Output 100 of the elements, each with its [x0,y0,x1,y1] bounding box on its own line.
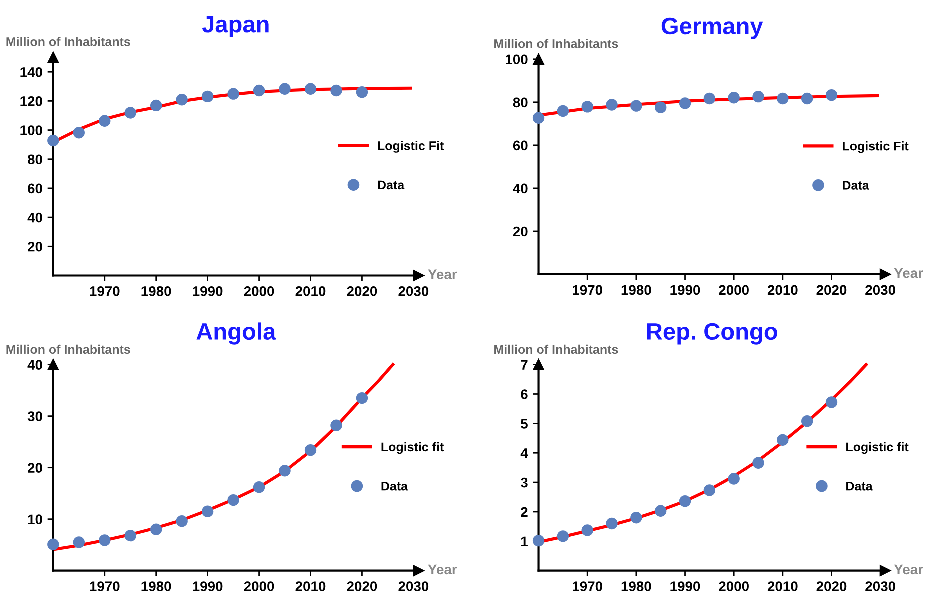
point [253,482,266,494]
x-tick-label: 1990 [193,286,223,296]
point [777,434,789,446]
point [73,127,85,139]
y-axis-title: Million of Inhabitants [6,344,130,354]
point [330,420,342,432]
y-tick-label: 140 [20,67,42,78]
point [557,530,570,542]
y-tick-label: 60 [28,184,42,194]
point [630,100,642,112]
legend-label: Data [843,181,870,190]
y-axis-title: Million of Inhabitants [494,39,618,48]
point [73,536,85,548]
x-tick-label: 2020 [347,286,378,296]
point [801,92,814,105]
x-tick-label: 2010 [296,286,326,296]
x-tick-label: 1980 [142,582,172,592]
point [48,134,60,147]
x-tick-label: 2000 [719,582,749,592]
legend-label: Logistic fit [382,442,444,454]
y-tick-label: 60 [513,140,528,151]
point [630,512,642,524]
x-tick-label: 1980 [622,285,652,296]
point [150,524,162,536]
point [99,534,111,546]
x-tick-label: 1970 [573,285,602,296]
legend-label: Logistic Fit [378,141,444,153]
y-tick-label: 40 [28,212,42,223]
point [124,530,136,542]
x-tick-label: 2000 [719,285,749,296]
y-tick-label: 80 [513,98,528,108]
y-tick-label: 6 [521,390,528,400]
legend-label: Data [378,180,405,190]
point [704,484,716,496]
y-tick-label: 120 [20,96,42,106]
chart-title: Japan [202,16,269,38]
x-tick-label: 2010 [768,582,798,592]
y-tick-label: 4 [520,448,528,458]
y-tick-label: 30 [28,412,42,422]
x-tick-label: 2030 [398,286,429,296]
point [582,524,594,536]
y-tick-label: 5 [521,419,528,429]
point [304,83,317,95]
point [228,494,240,506]
x-tick-label: 2000 [244,286,274,296]
x-tick-label: 2020 [816,285,847,296]
x-axis-title: Year [894,268,924,278]
point [704,92,716,105]
y-tick-label: 100 [20,126,42,136]
legend-label: Data [846,482,873,491]
x-tick-label: 1980 [622,582,652,592]
point [777,92,789,105]
point [124,107,136,119]
point [801,415,814,428]
y-tick-label: 1 [522,536,528,546]
x-tick-label: 1990 [670,582,700,592]
x-tick-label: 1990 [670,285,700,296]
point [752,90,764,103]
point [150,100,162,112]
point [728,473,740,485]
x-tick-label: 2020 [347,582,378,592]
x-tick-label: 2030 [866,582,896,592]
point [202,90,214,103]
point [655,505,667,517]
point [826,396,838,408]
x-axis-title: Year [428,270,458,280]
x-axis-title: Year [428,564,458,575]
y-axis-title: Million of Inhabitants [6,37,130,46]
point [752,457,764,469]
y-tick-label: 20 [28,463,42,473]
y-tick-label: 100 [506,54,528,65]
point [176,94,188,106]
point [176,516,188,528]
x-tick-label: 2020 [816,582,847,592]
point [356,86,368,98]
point [48,538,60,550]
point [228,88,240,100]
point [202,506,214,518]
legend-label: Data [382,482,408,491]
y-tick-label: 20 [28,242,42,252]
point [679,98,692,110]
y-tick-label: 3 [520,478,528,488]
y-tick-label: 10 [28,514,42,525]
point [557,105,570,118]
point [606,99,618,111]
y-tick-label: 7 [521,360,528,370]
legend-label: Logistic Fit [843,142,909,154]
chart-title: Germany [662,18,764,40]
point [304,444,317,456]
chart-title: Rep. Congo [647,323,778,345]
x-tick-label: 2000 [244,582,274,592]
point [679,496,692,508]
point [826,89,838,102]
x-axis-title: Year [894,564,924,575]
x-tick-label: 2030 [866,285,896,296]
legend-label: Logistic fit [846,442,909,454]
point [279,83,291,95]
point [655,102,667,114]
point [253,84,266,97]
y-tick-label: 20 [513,226,528,237]
